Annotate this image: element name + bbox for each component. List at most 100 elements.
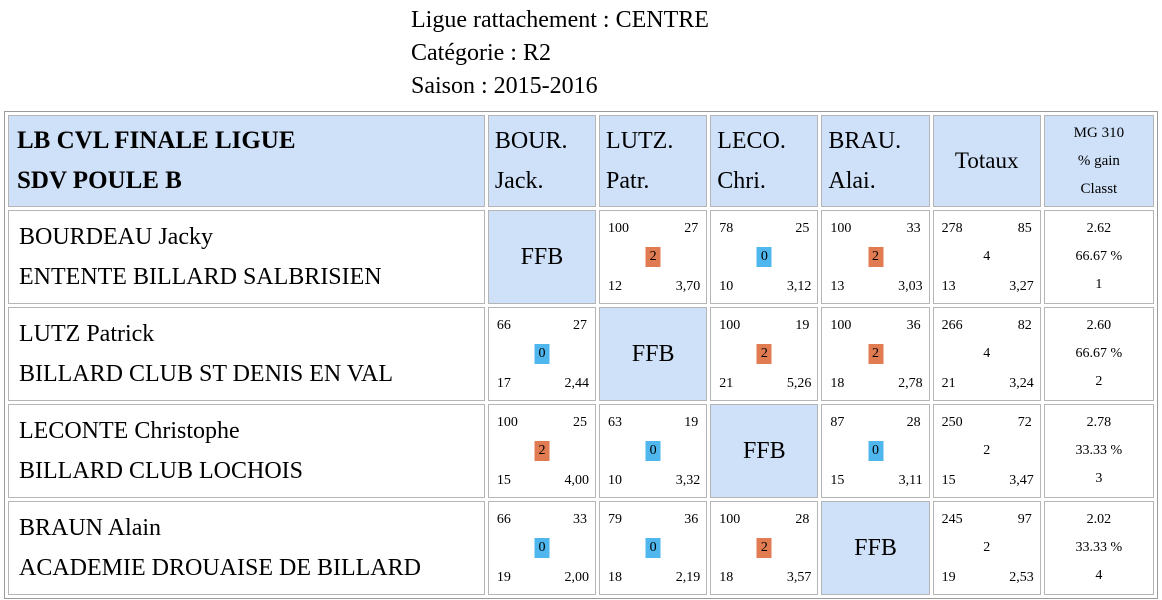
- total-high-run: 21: [941, 376, 956, 391]
- match-average: 3,70: [675, 279, 701, 294]
- player-name: LUTZ Patrick: [19, 321, 155, 347]
- total-high-run: 15: [941, 473, 956, 488]
- match-high-run: 10: [608, 473, 623, 488]
- mg-value: 2.02: [1086, 512, 1112, 527]
- match-cell: 100 27 2 12 3,70: [599, 210, 708, 304]
- totals-cell: 278 85 4 13 3,27: [932, 210, 1041, 304]
- match-points: 66: [496, 318, 511, 333]
- total-points: 266: [941, 318, 963, 333]
- match-points: 66: [496, 512, 511, 527]
- competition-info: Ligue rattachement : CENTRE Catégorie : …: [411, 4, 709, 103]
- match-cell: 79 36 0 18 2,19: [599, 501, 708, 595]
- match-average: 3,57: [786, 570, 812, 585]
- column-header-line1: BOUR.: [494, 128, 568, 154]
- mg-header-line1: MG 310: [1073, 125, 1125, 141]
- mg-cell: 2.62 66.67 % 1: [1043, 210, 1154, 304]
- player-name: BOURDEAU Jacky: [19, 224, 213, 250]
- match-score-badge: 2: [756, 344, 772, 364]
- totals-header: Totaux: [932, 115, 1041, 207]
- match-score-badge: 0: [645, 538, 661, 558]
- match-points: 100: [830, 318, 852, 333]
- match-points: 100: [719, 512, 741, 527]
- match-high-run: 17: [496, 376, 511, 391]
- total-match-points: 2: [983, 443, 991, 458]
- match-average: 4,00: [564, 473, 590, 488]
- gain-percent: 66.67 %: [1075, 346, 1123, 361]
- match-cell: 100 36 2 18 2,78: [821, 307, 930, 401]
- poule-title: LB CVL FINALE LIGUE SDV POULE B: [8, 115, 485, 207]
- match-average: 5,26: [786, 376, 812, 391]
- column-header-line1: LECO.: [717, 128, 786, 154]
- match-cell: 87 28 0 15 3,11: [821, 404, 930, 498]
- total-average: 3,24: [1009, 376, 1034, 391]
- player-name: BRAUN Alain: [19, 515, 162, 541]
- match-average: 2,78: [898, 376, 923, 391]
- gain-percent: 33.33 %: [1075, 443, 1123, 458]
- match-innings: 33: [906, 221, 921, 236]
- match-cell: 66 27 0 17 2,44: [487, 307, 597, 401]
- player-row: LUTZ Patrick BILLARD CLUB ST DENIS EN VA…: [8, 307, 1154, 401]
- player-row: BRAUN Alain ACADEMIE DROUAISE DE BILLARD…: [8, 501, 1154, 595]
- match-average: 2,44: [564, 376, 590, 391]
- rank-value: 1: [1095, 277, 1103, 292]
- total-average: 3,27: [1009, 279, 1034, 294]
- mg-header-line2: % gain: [1077, 153, 1120, 169]
- column-header-lutz: LUTZ. Patr.: [599, 115, 708, 207]
- total-match-points: 4: [983, 346, 991, 361]
- match-score-badge: 2: [868, 344, 883, 364]
- player-cell: BOURDEAU Jacky ENTENTE BILLARD SALBRISIE…: [8, 210, 485, 304]
- match-score-badge: 0: [534, 538, 550, 558]
- match-innings: 25: [573, 415, 588, 430]
- match-high-run: 10: [719, 279, 734, 294]
- match-innings: 19: [795, 318, 810, 333]
- match-high-run: 15: [496, 473, 511, 488]
- match-high-run: 18: [830, 376, 845, 391]
- match-score-badge: 0: [868, 441, 883, 461]
- player-row: LECONTE Christophe BILLARD CLUB LOCHOIS …: [8, 404, 1154, 498]
- total-average: 3,47: [1009, 473, 1034, 488]
- match-high-run: 12: [608, 279, 623, 294]
- match-score-badge: 0: [534, 344, 550, 364]
- match-cell: 100 33 2 13 3,03: [821, 210, 930, 304]
- match-high-run: 21: [719, 376, 734, 391]
- column-header-braun: BRAU. Alai.: [821, 115, 930, 207]
- column-header-line1: BRAU.: [828, 128, 902, 154]
- total-match-points: 2: [983, 540, 991, 555]
- mg-header-line3: Classt: [1080, 181, 1118, 197]
- ligue-text: Ligue rattachement : CENTRE: [411, 7, 709, 33]
- totals-cell: 266 82 4 21 3,24: [932, 307, 1041, 401]
- column-header-line2: Jack.: [494, 168, 544, 194]
- match-high-run: 13: [830, 279, 845, 294]
- total-innings: 72: [1017, 415, 1032, 430]
- match-high-run: 19: [496, 570, 511, 585]
- mg-cell: 2.60 66.67 % 2: [1043, 307, 1154, 401]
- mg-header: MG 310 % gain Classt: [1043, 115, 1154, 207]
- match-innings: 28: [795, 512, 810, 527]
- total-innings: 82: [1017, 318, 1032, 333]
- match-cell: 78 25 0 10 3,12: [710, 210, 819, 304]
- poule-title-line2: SDV POULE B: [17, 167, 182, 194]
- match-points: 63: [608, 415, 623, 430]
- total-average: 2,53: [1009, 570, 1034, 585]
- categorie-text: Catégorie : R2: [411, 40, 551, 66]
- total-points: 245: [941, 512, 963, 527]
- match-innings: 25: [795, 221, 810, 236]
- player-club: ENTENTE BILLARD SALBRISIEN: [19, 264, 382, 290]
- match-cell: 100 19 2 21 5,26: [710, 307, 819, 401]
- column-header-line2: Alai.: [828, 168, 876, 194]
- match-cell: 66 33 0 19 2,00: [487, 501, 597, 595]
- column-header-line1: LUTZ.: [606, 128, 674, 154]
- match-innings: 36: [684, 512, 699, 527]
- saison-text: Saison : 2015-2016: [411, 73, 598, 99]
- match-score-badge: 2: [534, 441, 550, 461]
- poule-title-line1: LB CVL FINALE LIGUE: [17, 127, 296, 154]
- match-innings: 19: [684, 415, 699, 430]
- total-points: 278: [941, 221, 963, 236]
- match-score-badge: 2: [756, 538, 772, 558]
- match-points: 79: [608, 512, 623, 527]
- total-high-run: 13: [941, 279, 956, 294]
- match-cell: 63 19 0 10 3,32: [599, 404, 708, 498]
- match-points: 87: [830, 415, 845, 430]
- match-innings: 27: [573, 318, 588, 333]
- match-score-badge: 2: [868, 247, 883, 267]
